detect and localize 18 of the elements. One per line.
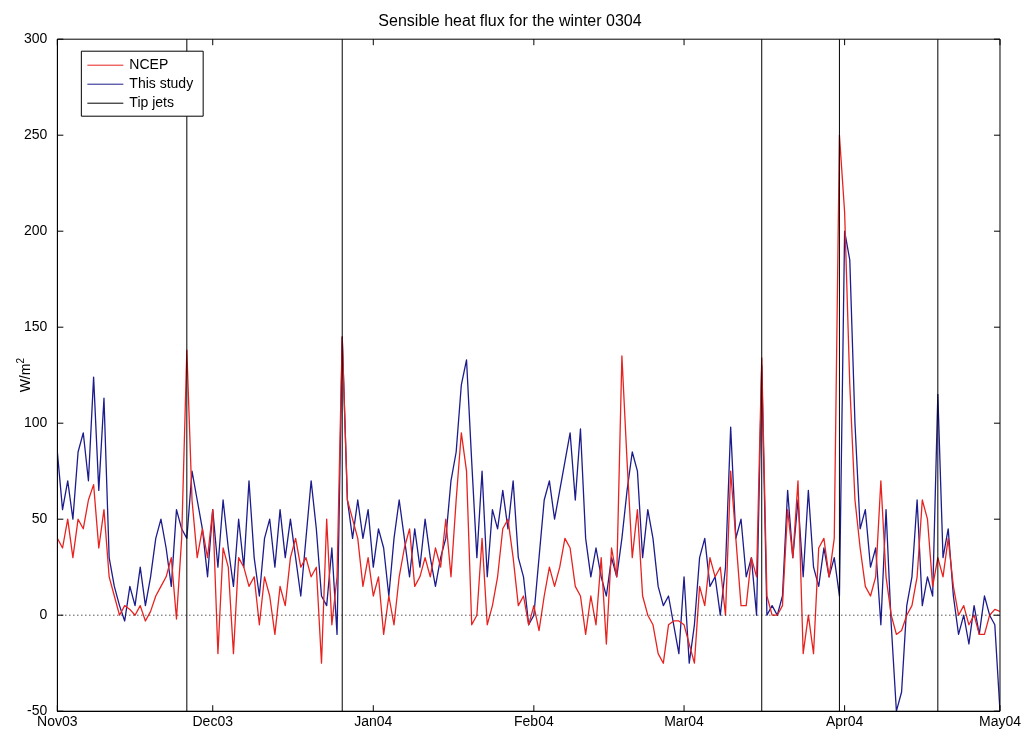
y-tick-label: 300 [24,30,48,47]
chart-title: Sensible heat flux for the winter 0304 [378,12,642,30]
y-tick-label: 250 [24,126,48,143]
x-tick-label: Dec03 [192,713,234,730]
legend-label: NCEP [129,56,169,73]
y-tick-label: 150 [24,318,48,335]
x-tick-label: Mar04 [664,713,705,730]
y-tick-label: 0 [39,606,48,623]
y-tick-label: 100 [24,414,48,431]
x-tick-label: Jan04 [354,713,393,730]
legend-label: This study [129,75,194,92]
y-tick-label: 50 [31,510,48,527]
x-tick-label: May04 [978,713,1022,730]
y-axis-title: W/m2 [15,357,33,393]
x-tick-label: Apr04 [825,713,864,730]
x-tick-label: Feb04 [514,713,554,730]
y-tick-label: 200 [24,222,48,239]
ref-line-label: Tip jets [129,94,174,111]
